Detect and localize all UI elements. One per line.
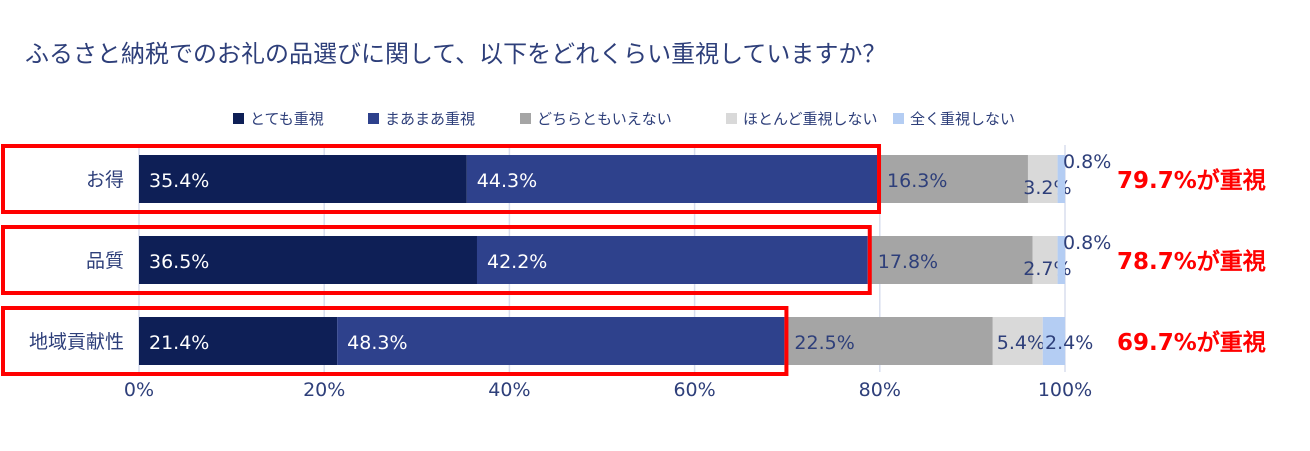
legend-swatch (368, 113, 379, 124)
bar-segment (1032, 236, 1058, 284)
bar-segment (1042, 317, 1065, 365)
bar-segment (476, 236, 868, 284)
data-label: 42.2% (487, 251, 547, 273)
data-label: 21.4% (149, 332, 209, 354)
data-label: 16.3% (887, 170, 947, 192)
legend-swatch (233, 113, 244, 124)
annotation: 69.7%が重視 (1117, 329, 1266, 356)
data-label: 22.5% (794, 332, 854, 354)
bar-segment (877, 155, 1028, 203)
legend-label: とても重視 (250, 110, 324, 128)
legend-swatch (726, 113, 737, 124)
data-label: 2.4% (1045, 332, 1093, 354)
data-label: 36.5% (149, 251, 209, 273)
x-tick-label: 80% (859, 379, 901, 401)
bar-segment (466, 155, 878, 203)
annotation: 78.7%が重視 (1117, 248, 1266, 275)
highlight-box (1, 306, 789, 376)
category-label: 地域貢献性 (29, 331, 124, 353)
chart-title: ふるさと納税でのお礼の品選びに関して、以下をどれくらい重視していますか？ (25, 40, 886, 68)
bar-segment (867, 236, 1033, 284)
legend-label: 全く重視しない (910, 110, 1015, 128)
data-label: 17.8% (878, 251, 938, 273)
x-tick-label: 20% (303, 379, 345, 401)
bar-segment (337, 317, 785, 365)
data-label: 44.3% (477, 170, 537, 192)
data-label: 48.3% (347, 332, 407, 354)
legend-label: まあまあ重視 (385, 110, 475, 128)
bar-segment (139, 155, 467, 203)
data-label: 0.8% (1063, 151, 1111, 173)
data-label: 0.8% (1063, 232, 1111, 254)
data-label: 35.4% (149, 170, 209, 192)
bar-segment (1057, 155, 1065, 203)
x-tick-label: 0% (124, 379, 154, 401)
category-label: 品質 (86, 250, 124, 272)
category-label: お得 (86, 169, 124, 191)
highlight-box (1, 144, 882, 214)
bar-segment (139, 236, 477, 284)
bar-segment (1057, 236, 1065, 284)
x-tick-label: 40% (488, 379, 530, 401)
legend-label: ほとんど重視しない (743, 110, 878, 128)
data-label: 5.4% (997, 332, 1045, 354)
bar-segment (992, 317, 1043, 365)
x-tick-label: 100% (1038, 379, 1092, 401)
legend-label: どちらともいえない (537, 110, 672, 128)
bar-segment (139, 317, 338, 365)
highlight-box (1, 225, 872, 295)
bar-segment (784, 317, 993, 365)
legend-swatch (520, 113, 531, 124)
bar-segment (1027, 155, 1058, 203)
x-tick-label: 60% (673, 379, 715, 401)
legend-swatch (893, 113, 904, 124)
annotation: 79.7%が重視 (1117, 167, 1266, 194)
